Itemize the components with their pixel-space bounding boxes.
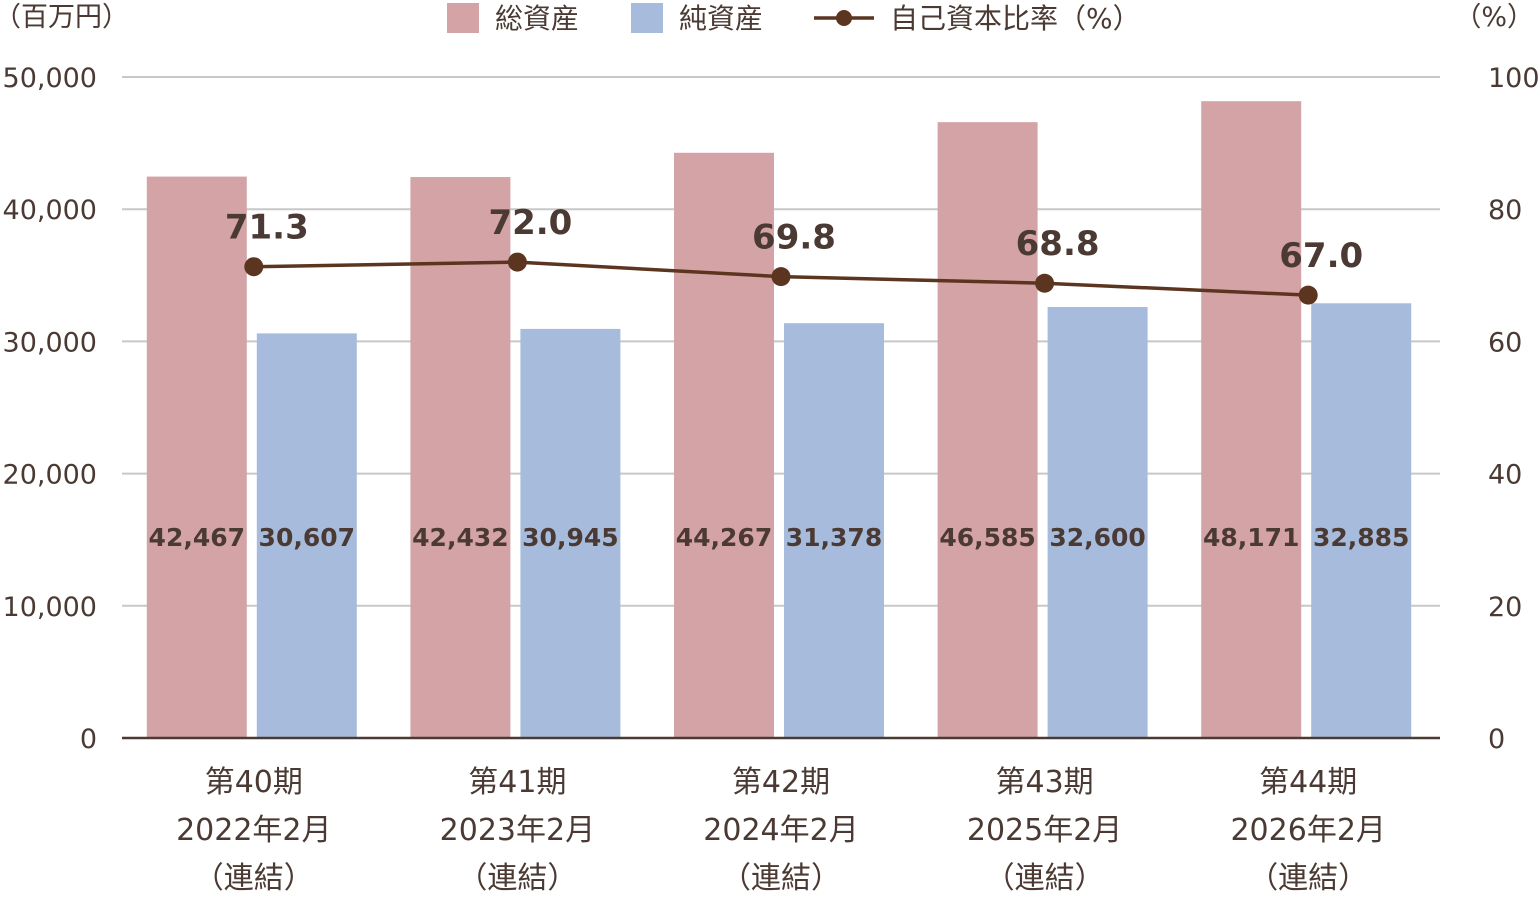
category-label: 第41期 <box>468 765 566 800</box>
total-assets-value-label: 46,585 <box>939 523 1035 552</box>
total-assets-value-label: 48,171 <box>1203 523 1299 552</box>
ratio-line-series: 71.3 72.0 69.8 68.8 67.0 <box>225 203 1363 305</box>
legend: 総資産 純資産 自己資本比率（%） <box>447 2 1141 35</box>
legend-label-ratio: 自己資本比率（%） <box>890 2 1141 35</box>
legend-swatch-net-assets <box>631 3 663 33</box>
ratio-point <box>1035 273 1055 293</box>
net-assets-bar <box>520 328 621 738</box>
bars <box>146 101 1412 739</box>
category-label: 2023年2月 <box>440 813 595 848</box>
ratio-point <box>1298 285 1318 305</box>
net-assets-bar <box>1047 307 1148 738</box>
legend-label-total-assets: 総資産 <box>495 2 579 35</box>
category-label: 2026年2月 <box>1230 813 1385 848</box>
net-assets-bar <box>784 323 884 738</box>
total-assets-bar <box>1201 101 1302 738</box>
ratio-value-label: 67.0 <box>1279 236 1363 276</box>
category-label: 第40期 <box>205 765 303 800</box>
right-tick-label: 0 <box>1488 724 1505 755</box>
category-label: 第43期 <box>996 765 1094 800</box>
net-assets-value-label: 30,945 <box>522 523 618 552</box>
total-assets-value-label: 42,467 <box>149 523 245 552</box>
ratio-point <box>507 252 527 272</box>
net-assets-value-label: 31,378 <box>786 523 882 552</box>
left-tick-label: 0 <box>80 724 97 755</box>
ratio-value-label: 68.8 <box>1016 224 1100 264</box>
ratio-point <box>244 257 264 277</box>
left-tick-label: 20,000 <box>3 460 97 491</box>
total-assets-value-label: 44,267 <box>676 523 772 552</box>
total-assets-bar <box>146 176 247 739</box>
total-assets-value-label: 42,432 <box>412 523 508 552</box>
ratio-value-label: 69.8 <box>752 218 836 258</box>
category-label: （連結） <box>457 861 577 896</box>
right-tick-label: 40 <box>1488 460 1522 491</box>
total-assets-bar <box>674 152 774 738</box>
net-assets-value-label: 32,885 <box>1313 523 1409 552</box>
right-tick-label: 20 <box>1488 592 1522 623</box>
left-tick-label: 10,000 <box>3 592 97 623</box>
category-label: （連結） <box>194 861 314 896</box>
category-label: （連結） <box>985 861 1105 896</box>
category-label: 2024年2月 <box>703 813 858 848</box>
category-label: （連結） <box>1248 861 1368 896</box>
axes: 0 0 10,000 20 20,000 40 30,000 60 40,000 80 50,000… <box>3 63 1540 896</box>
ratio-point <box>771 267 791 287</box>
right-tick-label: 100 <box>1488 63 1540 94</box>
net-assets-value-label: 30,607 <box>259 523 355 552</box>
right-tick-label: 60 <box>1488 327 1522 358</box>
legend-swatch-total-assets <box>447 3 479 33</box>
right-axis-unit: （%） <box>1454 2 1534 33</box>
category-label: 第44期 <box>1259 765 1357 800</box>
net-assets-value-label: 32,600 <box>1049 523 1145 552</box>
left-tick-label: 50,000 <box>3 63 97 94</box>
category-label: （連結） <box>721 861 841 896</box>
bar-value-labels: 42,467 30,607 42,432 30,945 44,267 31,378 46,5… <box>149 523 1410 552</box>
left-axis-unit: （百万円） <box>0 2 129 33</box>
category-label: 2025年2月 <box>967 813 1122 848</box>
category-label: 2022年2月 <box>176 813 331 848</box>
total-assets-bar <box>410 177 511 739</box>
left-tick-label: 30,000 <box>3 327 97 358</box>
net-assets-bar <box>256 333 357 738</box>
category-label: 第42期 <box>732 765 830 800</box>
ratio-value-label: 71.3 <box>225 208 309 248</box>
right-tick-label: 80 <box>1488 195 1522 226</box>
legend-label-net-assets: 純資産 <box>679 2 763 35</box>
net-assets-bar <box>1311 303 1412 738</box>
legend-marker-ratio <box>836 10 852 26</box>
ratio-value-label: 72.0 <box>488 203 572 243</box>
total-assets-bar <box>937 122 1038 738</box>
left-tick-label: 40,000 <box>3 195 97 226</box>
